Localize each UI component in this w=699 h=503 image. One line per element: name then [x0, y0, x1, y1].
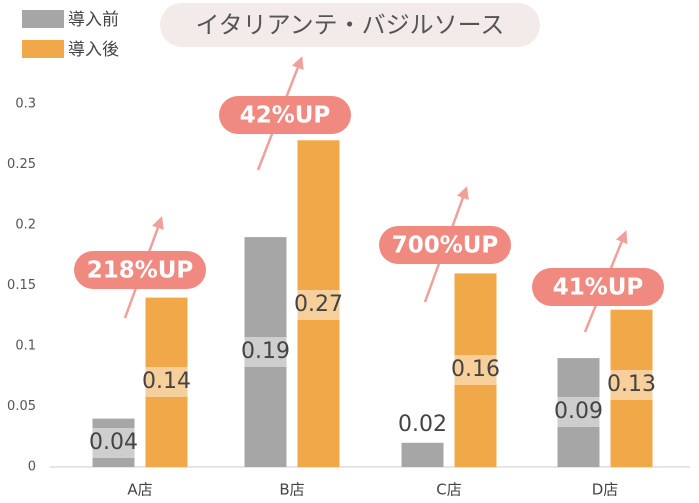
legend-label: 導入前 [68, 10, 119, 30]
data-label: 0.09 [554, 399, 603, 424]
legend-swatch [22, 40, 64, 58]
legend-swatch [22, 10, 64, 28]
data-label: 0.02 [398, 412, 447, 437]
bar [92, 418, 135, 467]
label-band [92, 428, 135, 458]
y-tick-label: 0.25 [7, 157, 36, 172]
y-tick-label: 0.15 [7, 278, 36, 293]
x-tick-label: B店 [279, 481, 304, 499]
data-label: 0.13 [607, 372, 656, 397]
annotation-pill [219, 96, 351, 134]
bar [297, 140, 340, 468]
y-tick-label: 0.1 [15, 339, 36, 354]
bar [145, 297, 188, 467]
data-label: 0.04 [89, 430, 138, 455]
bar [610, 309, 653, 467]
data-label: 0.16 [451, 357, 500, 382]
chart-title: イタリアンテ・バジルソース [196, 11, 505, 39]
annotation-pill [379, 226, 511, 264]
data-label: 0.27 [294, 292, 343, 317]
x-tick-label: A店 [127, 481, 152, 499]
annotation: 218%UP [87, 258, 194, 284]
y-tick-label: 0.2 [15, 218, 36, 233]
annotation: 41%UP [553, 275, 644, 301]
annotation: 42%UP [240, 103, 331, 129]
y-tick-label: 0 [28, 460, 36, 475]
title-pill [160, 3, 540, 47]
bar [401, 442, 444, 467]
y-tick-label: 0.05 [7, 399, 36, 414]
x-tick-label: D店 [592, 481, 619, 499]
legend-label: 導入後 [68, 40, 119, 60]
label-band [244, 337, 287, 367]
data-label: 0.19 [241, 339, 290, 364]
label-band [557, 397, 600, 427]
bar [244, 237, 287, 467]
bar [454, 273, 497, 467]
annotation-pill [74, 251, 206, 289]
y-tick-label: 0.3 [15, 97, 36, 112]
bar [557, 358, 600, 467]
label-band [297, 290, 340, 320]
label-band [454, 355, 497, 385]
data-label: 0.14 [142, 369, 191, 394]
annotation: 700%UP [392, 233, 499, 259]
annotation-pill [532, 268, 664, 306]
label-band [145, 367, 188, 397]
label-band [610, 370, 653, 400]
x-tick-label: C店 [436, 481, 461, 499]
